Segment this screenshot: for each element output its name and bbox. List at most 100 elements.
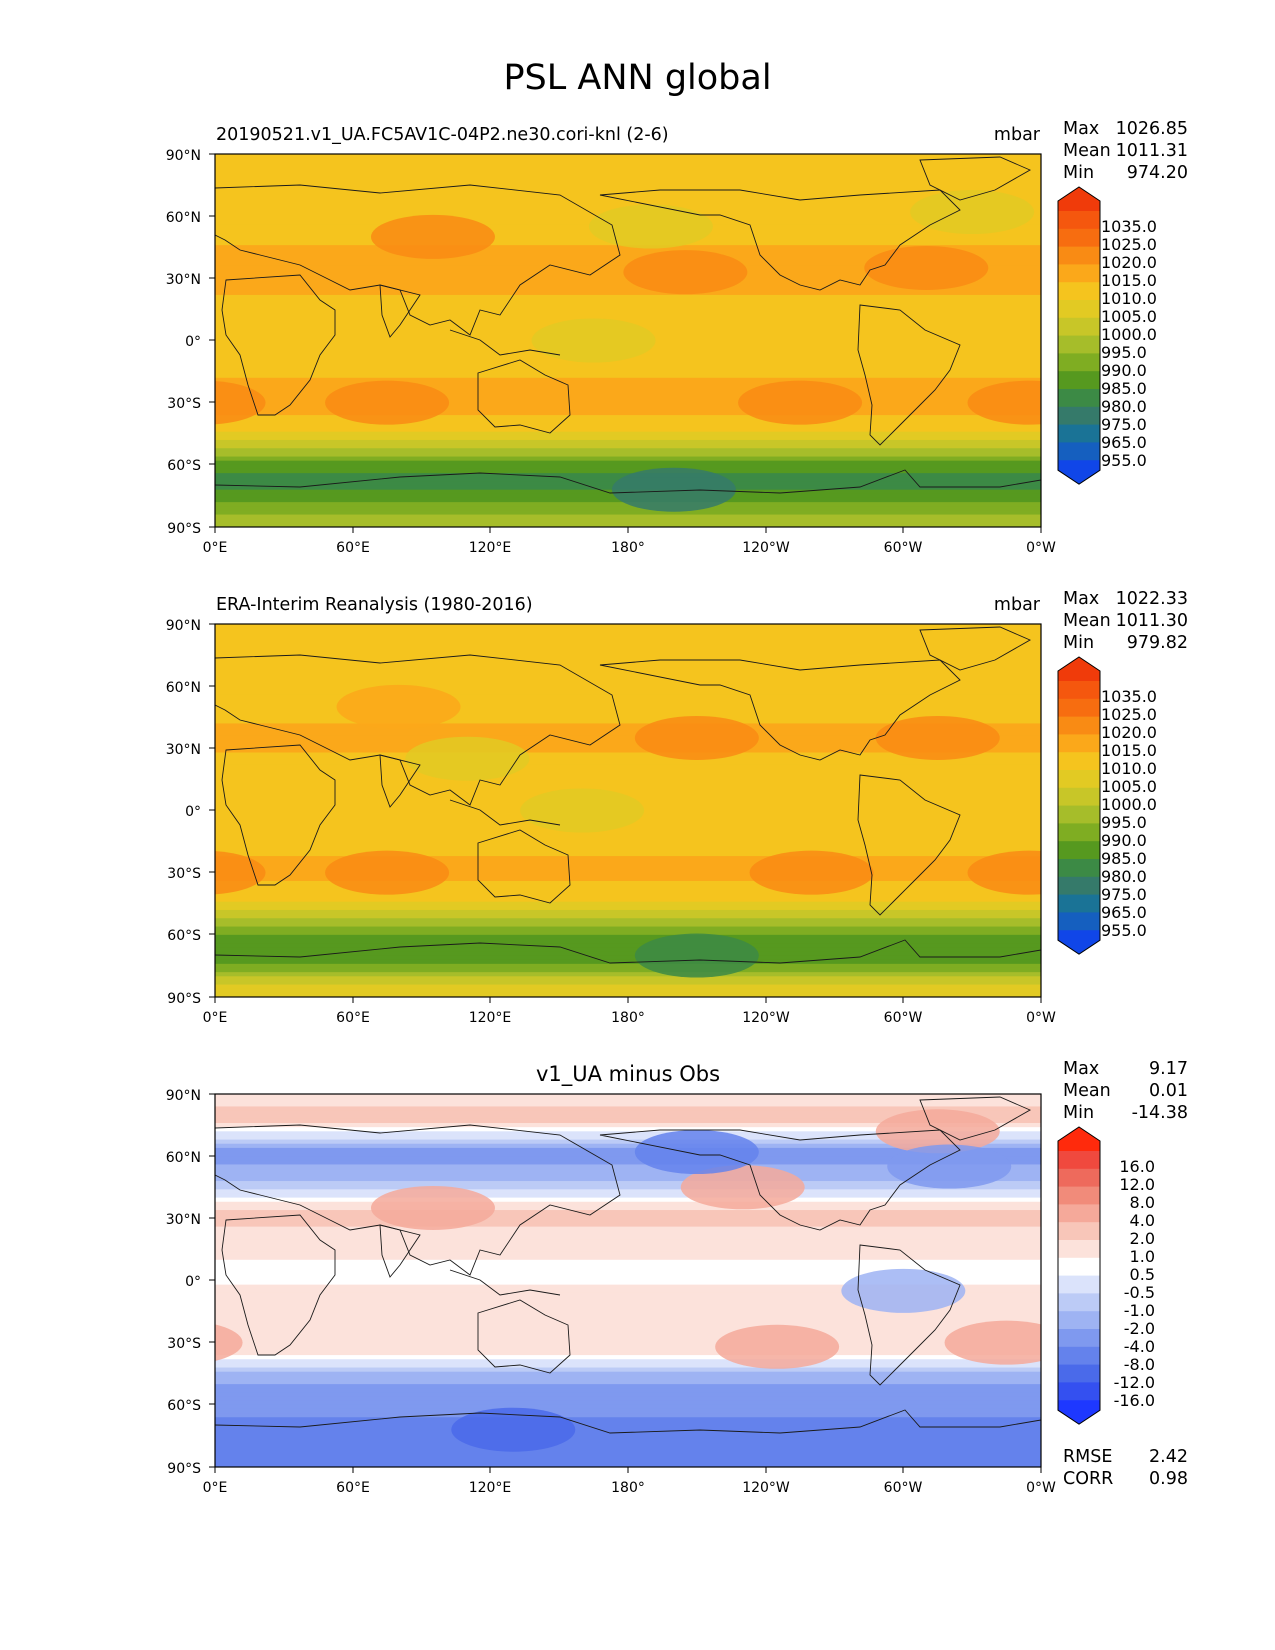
field-band	[215, 1197, 1041, 1203]
field-band	[215, 1210, 1041, 1215]
lon-tick-label: 60°E	[336, 1010, 370, 1026]
field-band	[215, 839, 1041, 845]
field-band	[215, 922, 1041, 928]
field-band	[215, 831, 1041, 836]
colorbar-extend-top	[1058, 657, 1100, 681]
land-antarctica-outline	[215, 939, 1041, 964]
field-band	[215, 257, 1041, 263]
field-band	[215, 1350, 1041, 1356]
colorbar-segment	[1058, 805, 1100, 824]
field-band	[215, 835, 1041, 841]
land-north-america-outline	[599, 659, 961, 761]
colorbar-segment	[1058, 770, 1100, 789]
colorbar-segment	[1058, 246, 1100, 265]
stat-value: 1011.31	[1116, 141, 1188, 161]
land-india-outline	[379, 1224, 421, 1278]
field-band	[215, 947, 1041, 953]
field-band	[215, 195, 1041, 201]
stat-value: 1022.33	[1116, 589, 1188, 609]
field-anomaly	[588, 204, 713, 249]
panel-left-title: 20190521.v1_UA.FC5AV1C-04P2.ne30.cori-kn…	[216, 125, 669, 145]
field-band	[215, 468, 1041, 474]
field-band	[215, 951, 1041, 957]
field-band	[215, 518, 1041, 524]
field-band	[215, 1268, 1041, 1273]
land-north-america-outline	[599, 189, 961, 291]
field-band	[215, 369, 1041, 375]
field-band	[215, 744, 1041, 749]
panel-difference-svg: v1_UA minus Obs 90°N 60°N 30°N 0° 30°S 6…	[166, 1059, 1188, 1496]
field-band	[215, 624, 1041, 629]
field-anomaly	[325, 380, 450, 425]
field-band	[215, 452, 1041, 458]
field-band	[215, 1201, 1041, 1207]
field-band	[215, 361, 1041, 366]
field-band	[215, 702, 1041, 708]
field-band	[215, 930, 1041, 936]
field-band	[215, 1272, 1041, 1277]
field-anomaly	[875, 1109, 1000, 1154]
colorbar-segment	[1058, 211, 1100, 230]
lon-tick-label: 120°W	[742, 540, 790, 556]
stat-label: Mean	[1063, 611, 1111, 631]
field-anomaly	[680, 1165, 805, 1210]
field-band	[215, 245, 1041, 250]
colorbar-extend-bottom	[1058, 1400, 1100, 1425]
colorbar-segment	[1058, 859, 1100, 878]
lat-tick-label: 0°	[185, 334, 201, 350]
field-band	[215, 502, 1041, 507]
land-eurasia-outline	[215, 654, 621, 806]
colorbar-segment	[1058, 424, 1100, 443]
field-band	[215, 1143, 1041, 1149]
field-band	[215, 967, 1041, 973]
colorbar-extend-top	[1058, 187, 1100, 211]
colorbar-segment	[1058, 1186, 1100, 1205]
field-band	[215, 864, 1041, 870]
field-band	[215, 307, 1041, 313]
field-band	[215, 415, 1041, 420]
colorbar-label: 1015.0	[1101, 271, 1157, 290]
field-band	[215, 644, 1041, 650]
colorbar-extend-top	[1058, 1127, 1100, 1151]
colorbar-segment	[1058, 1151, 1100, 1170]
field-band	[215, 1417, 1041, 1423]
field-layer	[215, 624, 1041, 997]
field-band	[215, 1152, 1041, 1157]
field-band	[215, 1160, 1041, 1166]
field-band	[215, 789, 1041, 795]
field-band	[215, 406, 1041, 412]
field-band	[215, 731, 1041, 737]
land-south-america-outline	[857, 1244, 961, 1386]
field-band	[215, 769, 1041, 774]
field-band	[215, 1359, 1041, 1364]
field-anomaly	[715, 1324, 840, 1369]
field-band	[215, 183, 1041, 188]
stat-label: Mean	[1063, 1081, 1111, 1101]
field-band	[215, 448, 1041, 453]
field-band	[215, 1234, 1041, 1240]
colorbar-label: 1000.0	[1101, 795, 1157, 814]
colorbar-label: 1005.0	[1101, 307, 1157, 326]
stats-block: Max 9.17 Mean 0.01 Min -14.38	[1063, 1059, 1188, 1123]
field-band	[215, 851, 1041, 857]
field-band	[215, 1135, 1041, 1141]
field-band	[215, 170, 1041, 176]
lat-tick-label: 60°N	[166, 210, 201, 226]
lat-ticks: 90°N 60°N 30°N 0° 30°S 60°S 90°S	[166, 1088, 215, 1477]
field-band	[215, 727, 1041, 733]
lat-tick-label: 60°S	[167, 928, 201, 944]
field-band	[215, 1230, 1041, 1236]
field-band	[215, 777, 1041, 783]
field-band	[215, 286, 1041, 292]
field-band	[215, 249, 1041, 255]
field-band	[215, 158, 1041, 163]
field-band	[215, 1388, 1041, 1393]
field-band	[215, 390, 1041, 395]
colorbar-label: -4.0	[1124, 1337, 1155, 1356]
field-band	[215, 1392, 1041, 1398]
lat-ticks: 90°N 60°N 30°N 0° 30°S 60°S 90°S	[166, 618, 215, 1007]
colorbar-label: 1020.0	[1101, 723, 1157, 742]
colorbar-label: -16.0	[1114, 1391, 1155, 1410]
field-band	[215, 1189, 1041, 1195]
land-north-america-outline	[599, 1129, 961, 1231]
